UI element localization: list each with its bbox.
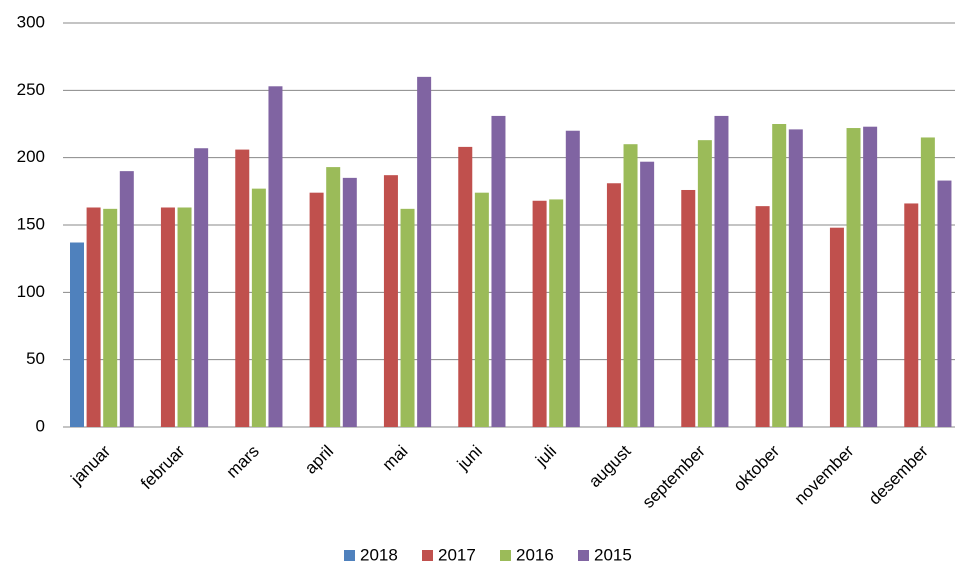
bar xyxy=(177,207,192,427)
legend-label: 2015 xyxy=(594,545,632,564)
x-tick-label: mars xyxy=(223,442,263,482)
legend-swatch xyxy=(500,550,511,561)
bar xyxy=(474,192,489,427)
bar xyxy=(565,130,580,427)
x-tick-label: februar xyxy=(137,441,189,493)
bar xyxy=(532,200,547,427)
bar xyxy=(194,148,209,428)
bar xyxy=(491,115,506,428)
bar xyxy=(235,149,250,427)
bar xyxy=(70,242,84,427)
y-tick-label: 0 xyxy=(36,416,45,435)
bar xyxy=(160,207,175,427)
x-tick-label: oktober xyxy=(730,441,784,495)
x-tick-label: november xyxy=(791,441,858,508)
legend-label: 2016 xyxy=(516,545,554,564)
x-tick-label: januar xyxy=(67,441,115,489)
bar xyxy=(697,140,712,427)
y-tick-label: 250 xyxy=(17,80,45,99)
x-tick-label: mai xyxy=(379,442,412,475)
bar xyxy=(383,175,398,427)
legend-label: 2017 xyxy=(438,545,476,564)
bar xyxy=(417,76,432,427)
bar xyxy=(681,189,696,427)
bar xyxy=(326,167,341,428)
y-tick-label: 50 xyxy=(26,349,45,368)
bar xyxy=(268,86,283,427)
x-tick-label: september xyxy=(639,441,709,511)
bar xyxy=(937,180,952,427)
bar xyxy=(103,208,118,427)
y-tick-label: 200 xyxy=(17,147,45,166)
x-tick-label: juni xyxy=(453,442,486,475)
y-tick-label: 300 xyxy=(17,12,45,31)
bar xyxy=(920,137,935,427)
bar xyxy=(714,115,729,428)
bar xyxy=(86,207,101,427)
legend-swatch xyxy=(578,550,589,561)
legend-swatch xyxy=(422,550,433,561)
legend-label: 2018 xyxy=(360,545,398,564)
bar xyxy=(251,188,266,427)
x-tick-label: april xyxy=(301,442,337,478)
bar xyxy=(904,203,919,427)
bar xyxy=(772,124,787,427)
bar xyxy=(309,192,324,427)
bar xyxy=(755,206,770,427)
legend-swatch xyxy=(344,550,355,561)
bar xyxy=(623,144,638,427)
bar xyxy=(829,227,844,427)
bar xyxy=(119,171,134,427)
bar xyxy=(606,183,621,427)
y-tick-label: 150 xyxy=(17,214,45,233)
bar xyxy=(863,126,878,428)
x-tick-label: juli xyxy=(531,442,560,471)
bar xyxy=(400,208,415,427)
x-tick-label: desember xyxy=(865,441,932,508)
bar xyxy=(342,177,357,427)
bar xyxy=(458,146,473,428)
bar xyxy=(549,199,564,427)
bar xyxy=(846,128,861,428)
bar xyxy=(640,161,655,427)
x-tick-label: august xyxy=(585,441,635,491)
bar xyxy=(788,129,803,428)
y-tick-label: 100 xyxy=(17,282,45,301)
